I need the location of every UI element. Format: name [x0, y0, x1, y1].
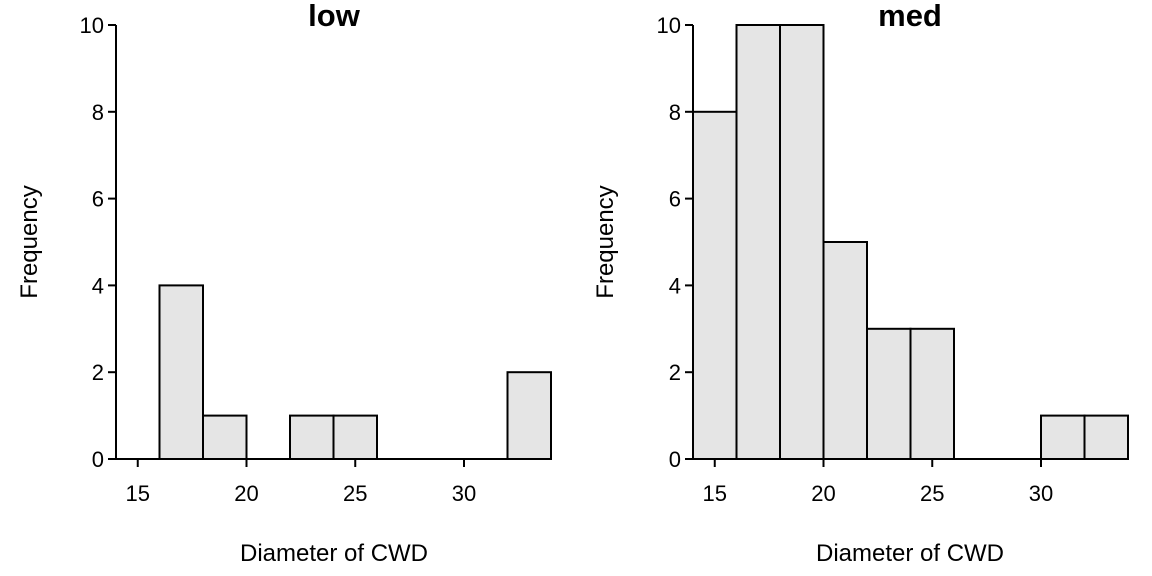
histogram-bar	[1083, 414, 1129, 461]
x-tick-label: 20	[234, 481, 258, 506]
x-axis-label: Diameter of CWD	[240, 540, 428, 567]
histogram-bar	[158, 284, 204, 460]
histogram-bar	[779, 24, 825, 460]
y-tick-label: 0	[92, 447, 104, 472]
y-tick-label: 4	[92, 273, 104, 298]
y-tick-label: 0	[669, 447, 681, 472]
histogram-bar	[692, 110, 738, 461]
panel-title: low	[308, 0, 361, 33]
histogram-bar	[735, 24, 781, 460]
panel-low: low Diameter of CWD Frequency 0 2 4 6 8 10 15 2…	[16, 0, 552, 567]
y-tick-label: 10	[80, 13, 104, 38]
y-tick-label: 2	[669, 360, 681, 385]
x-tick-label: 25	[343, 481, 367, 506]
y-tick-label: 4	[669, 273, 681, 298]
x-tick-label: 20	[811, 481, 835, 506]
y-tick-label: 6	[92, 187, 104, 212]
histogram-bar	[1040, 414, 1086, 461]
histogram-bar	[822, 241, 868, 460]
x-axis-label: Diameter of CWD	[816, 540, 1004, 567]
histogram-bar	[332, 414, 378, 461]
histogram-bar	[866, 327, 912, 460]
x-tick-label: 15	[703, 481, 727, 506]
panel-title: med	[878, 0, 942, 33]
panel-med: med Diameter of CWD Frequency 0 2 4 6 8 10 15 2…	[592, 0, 1129, 567]
y-tick-label: 6	[669, 187, 681, 212]
histogram-bar	[909, 327, 955, 460]
histogram-bar	[506, 371, 552, 461]
x-tick-label: 30	[1029, 481, 1053, 506]
histogram-bar	[202, 414, 248, 461]
y-axis-label: Frequency	[16, 185, 43, 298]
x-tick-label: 15	[126, 481, 150, 506]
x-tick-label: 30	[452, 481, 476, 506]
y-tick-label: 8	[92, 100, 104, 125]
y-tick-label: 10	[657, 13, 681, 38]
histogram-bar	[289, 414, 335, 461]
y-tick-label: 2	[92, 360, 104, 385]
x-tick-label: 25	[920, 481, 944, 506]
y-tick-label: 8	[669, 100, 681, 125]
y-axis-label: Frequency	[592, 185, 619, 298]
